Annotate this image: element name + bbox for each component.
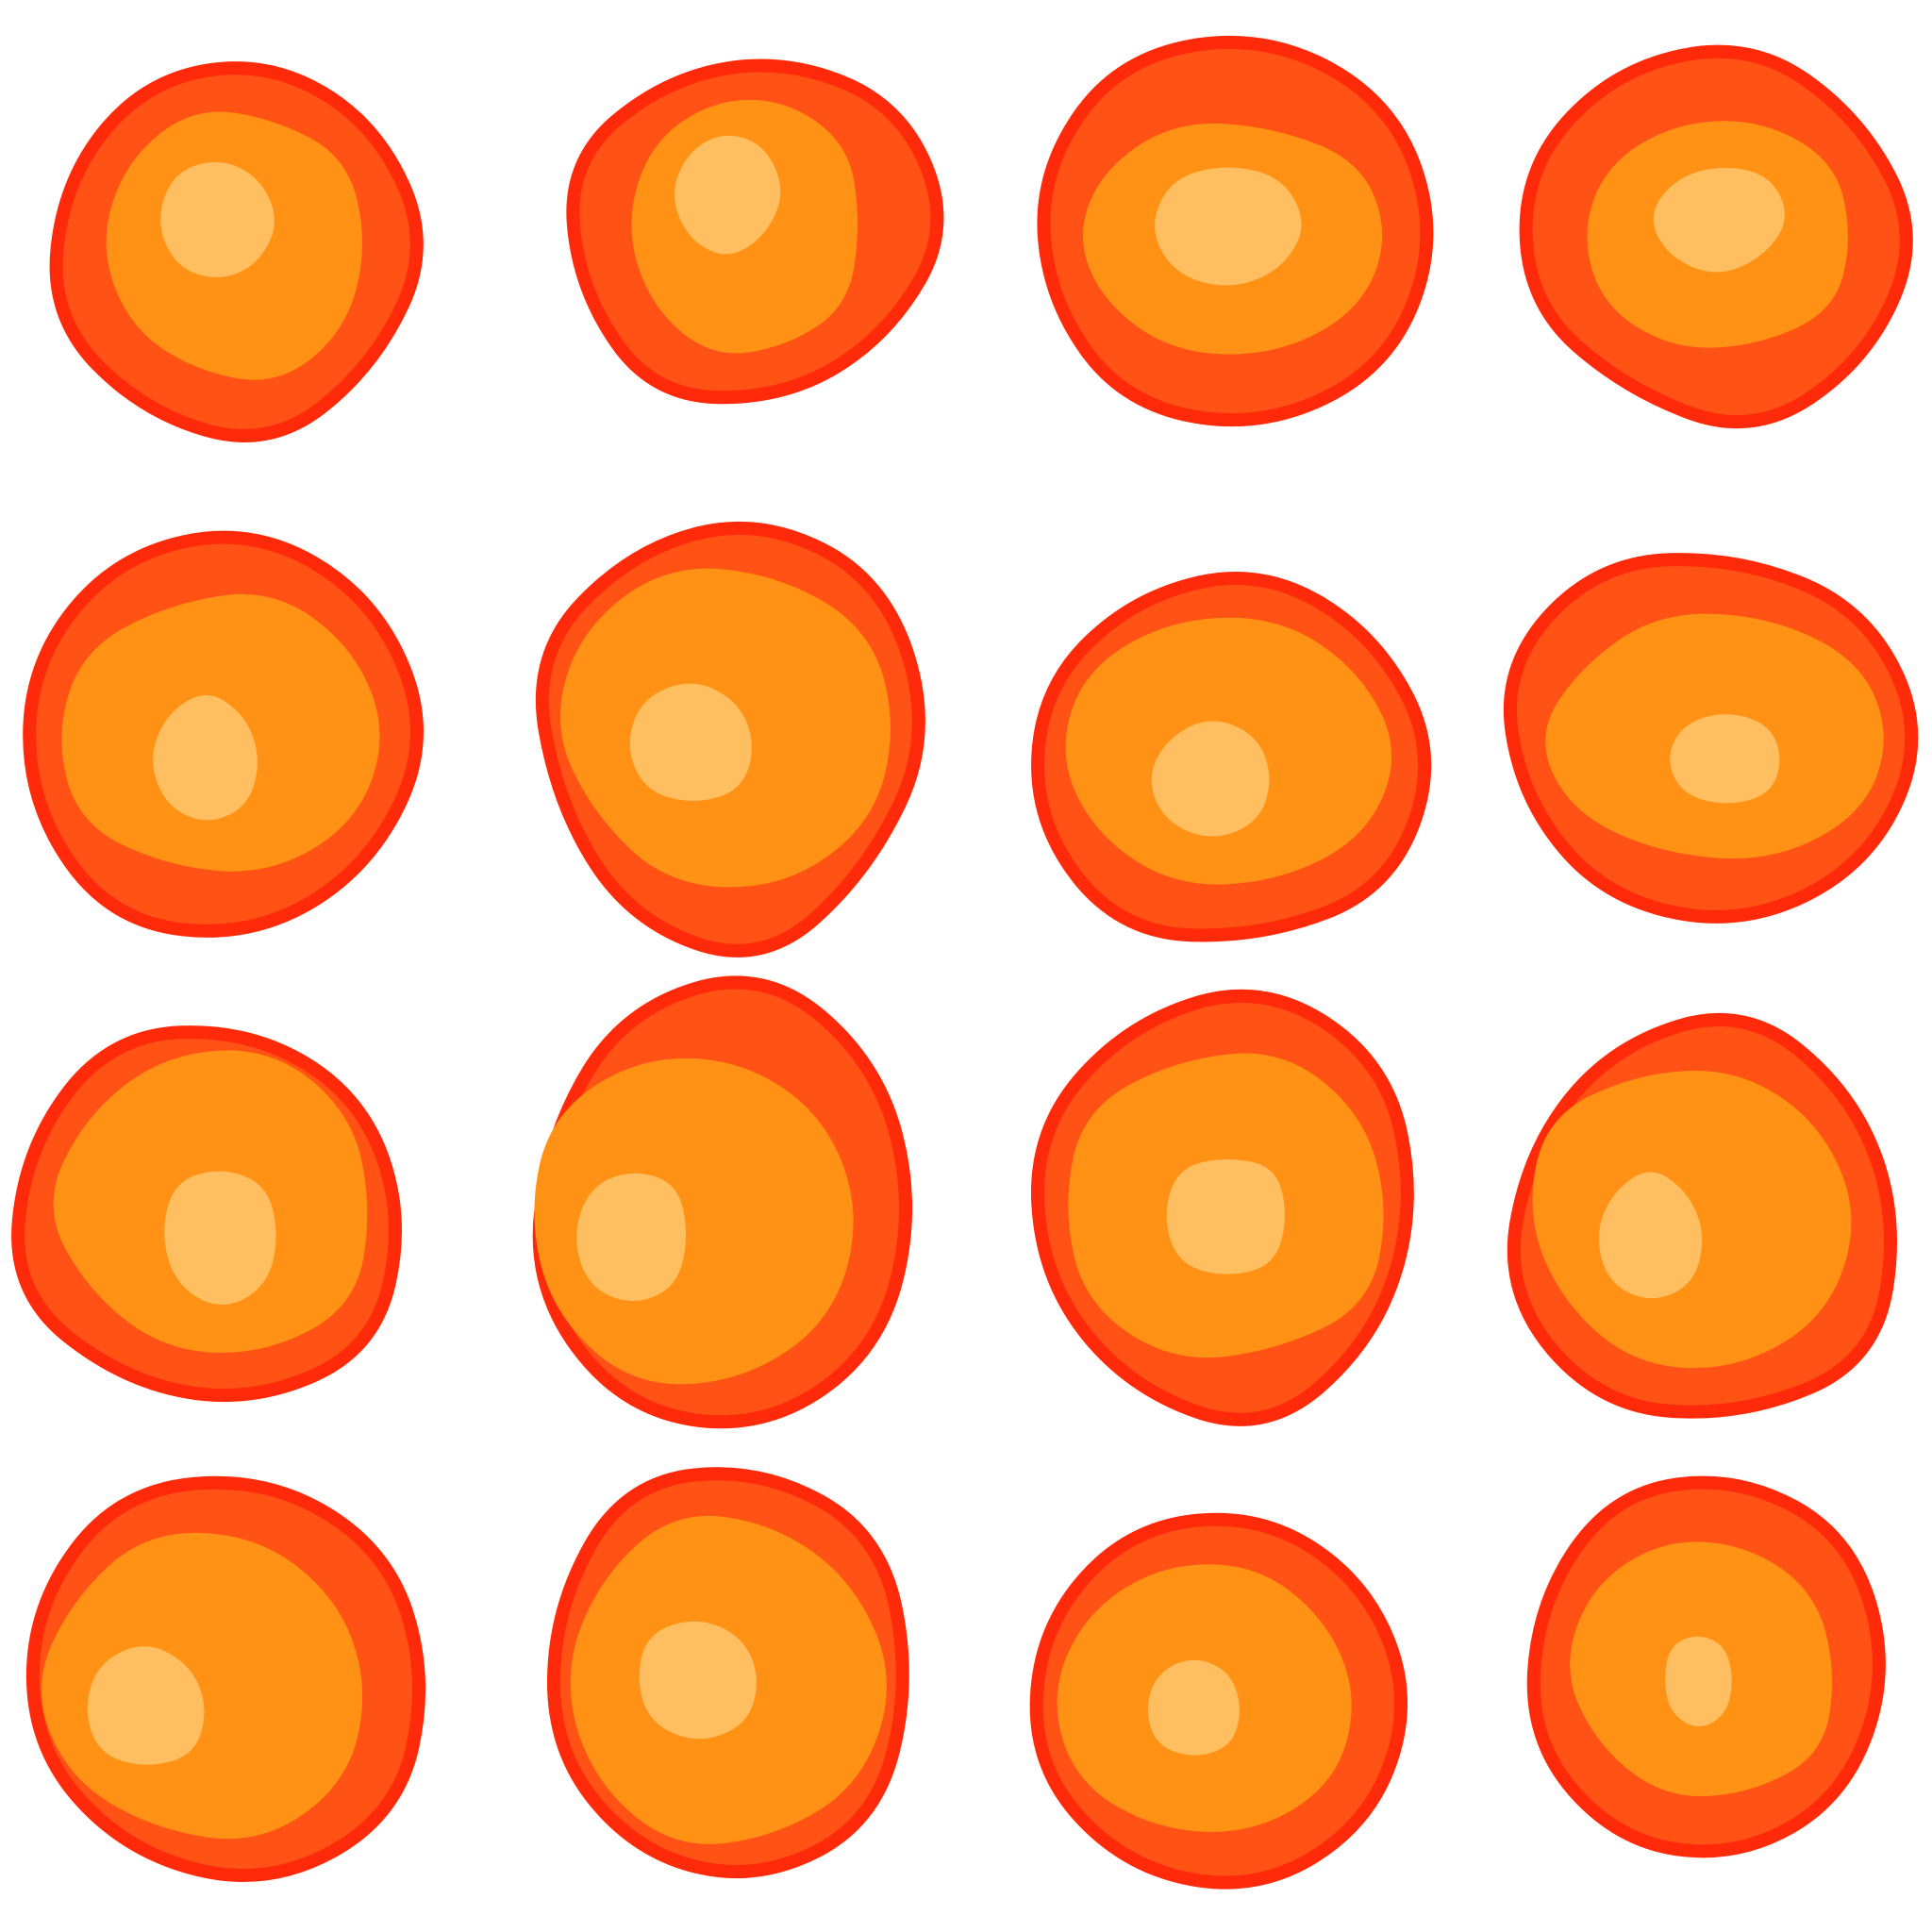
blob-inner-core xyxy=(629,683,752,801)
blob-inner-core xyxy=(674,135,781,255)
blob-icon xyxy=(566,58,944,405)
blob-icon xyxy=(1031,572,1432,942)
blob-middle-layer xyxy=(534,1058,854,1385)
blob-inner-core xyxy=(1665,1636,1732,1727)
blob-icon xyxy=(1030,989,1414,1426)
blob-inner-core xyxy=(87,1646,205,1765)
blob-icon xyxy=(1519,44,1913,429)
blob-inner-core xyxy=(1147,1659,1240,1756)
blob-icon xyxy=(49,61,424,442)
blob-grid xyxy=(11,35,1919,1890)
blob-icon xyxy=(1503,553,1919,924)
blob-inner-core xyxy=(1598,1172,1703,1299)
blob-icon xyxy=(1037,35,1434,427)
blob-inner-core xyxy=(1670,714,1780,804)
blob-icon xyxy=(23,530,424,938)
blob-icon xyxy=(532,975,913,1429)
blob-inner-core xyxy=(1653,167,1785,273)
blob-inner-core xyxy=(1155,167,1302,286)
blob-inner-core xyxy=(164,1171,276,1306)
blob-icon xyxy=(1507,1012,1897,1419)
blob-icon xyxy=(535,521,925,958)
blob-inner-core xyxy=(1166,1158,1285,1274)
blob-inner-core xyxy=(153,695,258,821)
blob-inner-core xyxy=(1151,721,1270,837)
blob-inner-core xyxy=(576,1173,687,1301)
blob-inner-core xyxy=(160,161,275,277)
blob-icon xyxy=(11,1025,402,1403)
blob-icon xyxy=(1526,1475,1886,1858)
blob-icon xyxy=(1029,1512,1407,1890)
blob-inner-core xyxy=(639,1621,757,1740)
blob-icon xyxy=(25,1475,426,1882)
blob-icon xyxy=(546,1467,909,1879)
blob-middle-layer xyxy=(42,1532,363,1840)
